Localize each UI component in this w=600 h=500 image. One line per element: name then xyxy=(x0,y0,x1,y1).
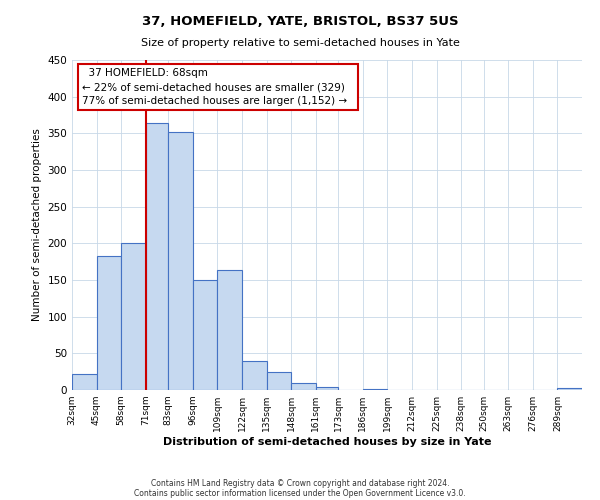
Bar xyxy=(242,360,266,390)
Y-axis label: Number of semi-detached properties: Number of semi-detached properties xyxy=(32,128,42,322)
Bar xyxy=(72,374,97,390)
Bar xyxy=(291,384,316,390)
Bar xyxy=(169,132,193,390)
X-axis label: Distribution of semi-detached houses by size in Yate: Distribution of semi-detached houses by … xyxy=(163,437,491,447)
Bar xyxy=(557,388,582,390)
Bar xyxy=(266,372,291,390)
Bar xyxy=(193,280,217,390)
Bar xyxy=(363,388,388,390)
Text: 37 HOMEFIELD: 68sqm
← 22% of semi-detached houses are smaller (329)
77% of semi-: 37 HOMEFIELD: 68sqm ← 22% of semi-detach… xyxy=(82,68,354,106)
Text: Contains HM Land Registry data © Crown copyright and database right 2024.: Contains HM Land Registry data © Crown c… xyxy=(151,478,449,488)
Text: Contains public sector information licensed under the Open Government Licence v3: Contains public sector information licen… xyxy=(134,488,466,498)
Bar xyxy=(217,270,242,390)
Bar xyxy=(121,242,146,390)
Bar xyxy=(316,387,338,390)
Text: Size of property relative to semi-detached houses in Yate: Size of property relative to semi-detach… xyxy=(140,38,460,48)
Text: 37, HOMEFIELD, YATE, BRISTOL, BS37 5US: 37, HOMEFIELD, YATE, BRISTOL, BS37 5US xyxy=(142,15,458,28)
Bar xyxy=(146,123,169,390)
Bar xyxy=(97,256,121,390)
